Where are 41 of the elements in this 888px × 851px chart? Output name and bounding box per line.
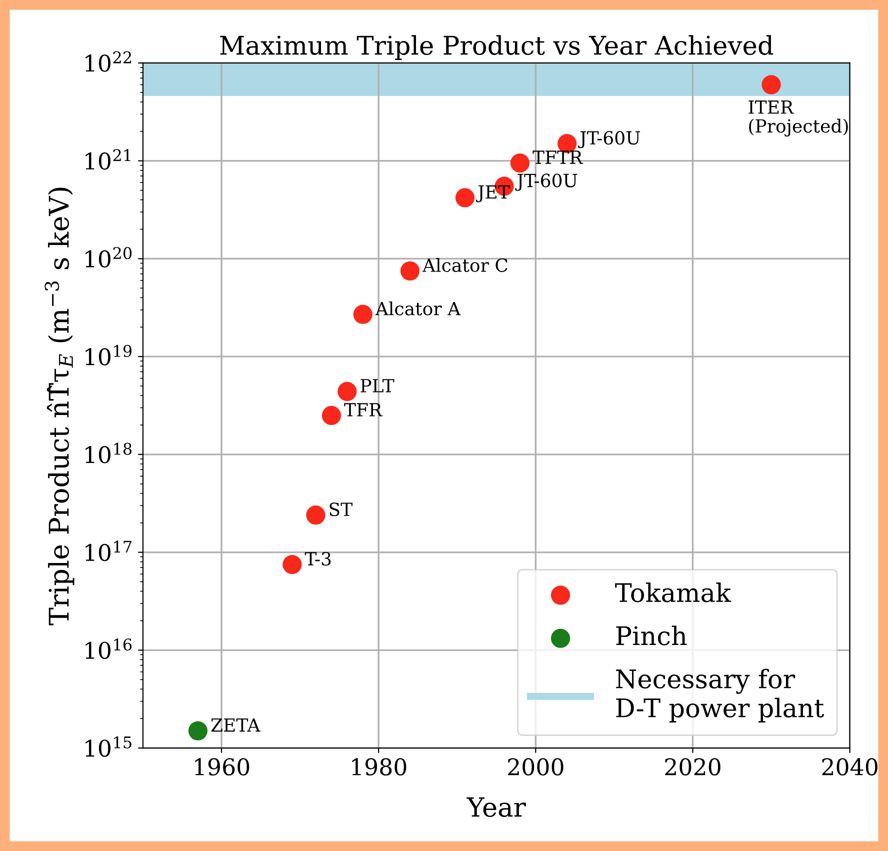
point	[353, 304, 372, 324]
annotation: JT-60U	[515, 174, 578, 191]
y-tick-label: 10$^{19}$	[86, 344, 132, 366]
x-tick-label: 2020	[665, 758, 720, 776]
legend-label: Tokamak	[615, 582, 732, 602]
x-tick-label: 2040	[822, 758, 878, 776]
annotation: T-3	[304, 552, 331, 566]
y-tick-label: 10$^{17}$	[86, 540, 132, 562]
annotation: ST	[330, 502, 352, 516]
annotation: ITER (Projected)	[748, 100, 848, 137]
annotation: JET	[476, 185, 510, 202]
annotation: TFTR	[532, 150, 584, 164]
legend-label: Necessary for D-T power plant	[616, 668, 824, 722]
y-tick-label: 10$^{16}$	[86, 638, 132, 660]
x-tick-label: 1980	[352, 758, 406, 776]
annotation: Alcator A	[375, 301, 461, 316]
y-tick-label: 10$^{20}$	[86, 247, 132, 268]
point	[306, 506, 326, 525]
point	[762, 75, 781, 94]
point	[282, 554, 302, 574]
y-tick-label: 10$^{22}$	[86, 51, 132, 72]
annotation: JT-60U	[578, 131, 640, 148]
point	[455, 188, 475, 208]
annotation: ZETA	[211, 718, 260, 732]
point	[510, 153, 530, 173]
annotation: Alcator C	[422, 258, 508, 272]
y-tick-label: 10$^{18}$	[86, 442, 132, 464]
annotation: PLT	[360, 379, 394, 392]
y-axis-title: Triple Product n̂T̂τ$_{E}$ (m$^{−3}$ s keV)	[44, 188, 74, 626]
legend-label: Pinch	[616, 626, 687, 646]
y-tick-label: 10$^{15}$	[86, 736, 132, 757]
point	[338, 382, 357, 402]
chart-title: Maximum Triple Product vs Year Achieved	[220, 35, 774, 60]
point	[400, 261, 420, 281]
point	[188, 721, 208, 740]
x-tick-label: 2000	[508, 758, 564, 776]
point	[322, 406, 342, 426]
x-axis-title: Year	[466, 797, 526, 818]
annotation: TFR	[344, 403, 383, 416]
y-tick-label: 10$^{21}$	[86, 149, 130, 170]
x-tick-label: 1960	[195, 758, 250, 776]
